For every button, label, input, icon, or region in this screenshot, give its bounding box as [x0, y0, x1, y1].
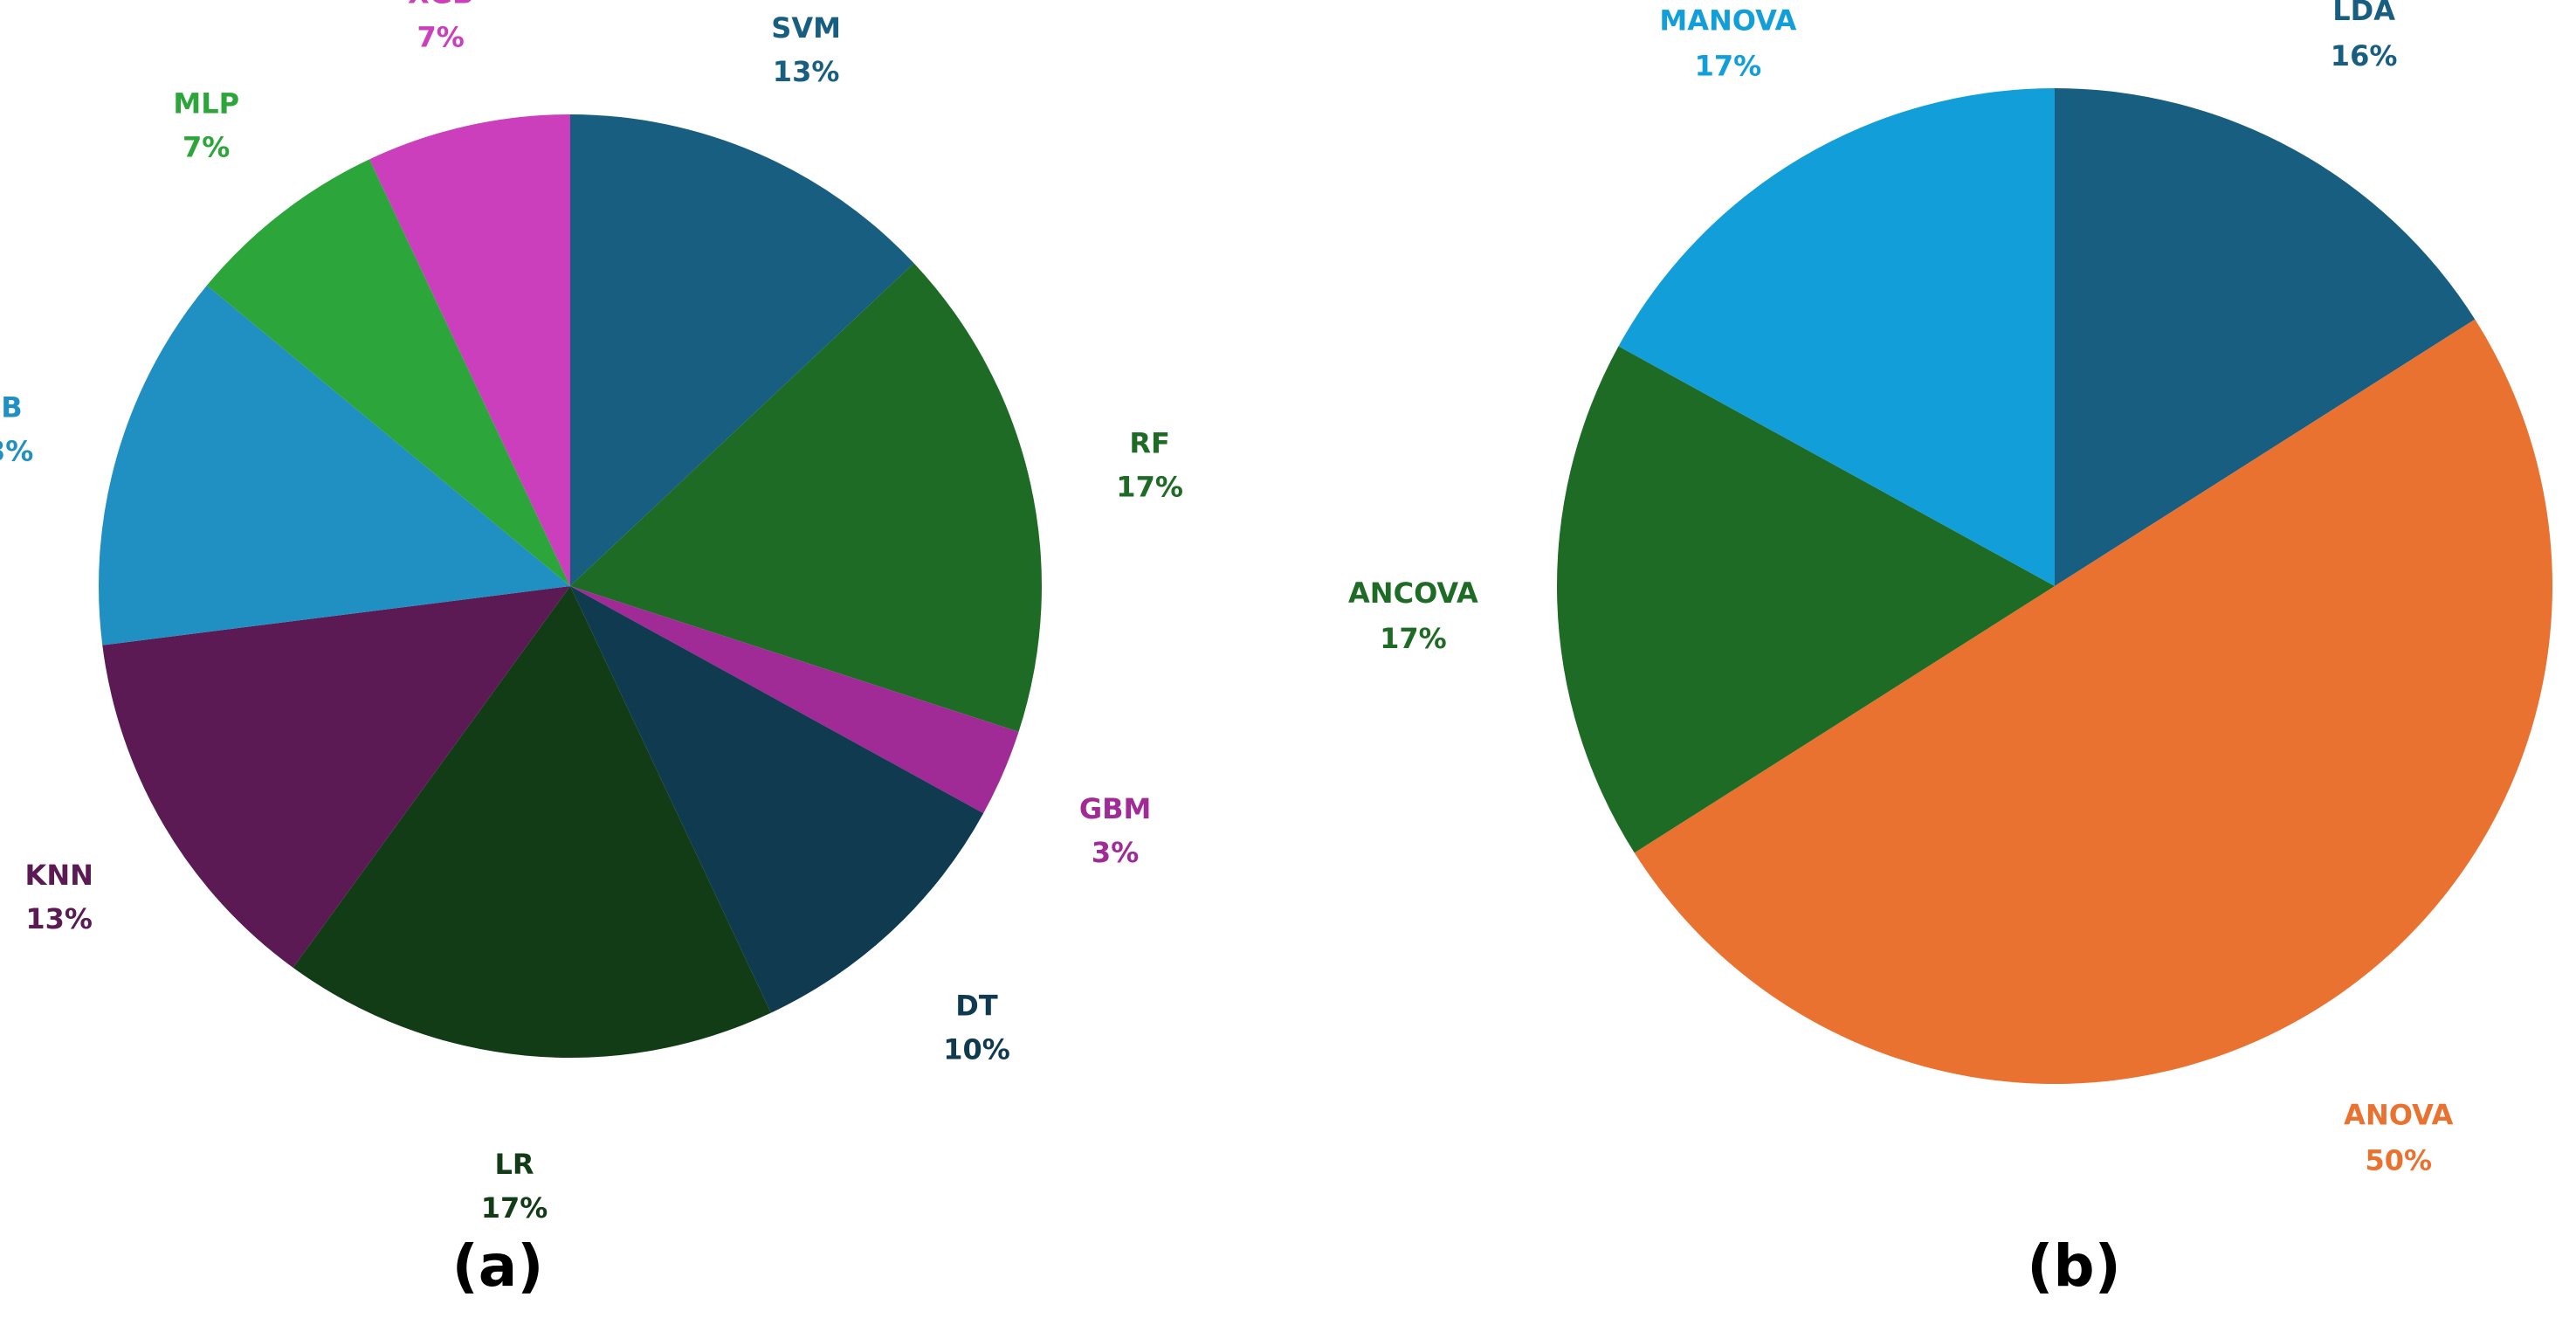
- slice-value-ancova: 17%: [1380, 622, 1447, 655]
- slice-label-anova: ANOVA: [2344, 1099, 2453, 1132]
- pie-slice-dt: [570, 586, 984, 1013]
- slice-value-manova: 17%: [1695, 49, 1762, 82]
- pie-slice-svm: [570, 114, 914, 586]
- pie-slice-gbm: [570, 586, 1019, 814]
- slice-label-ancova: ANCOVA: [1348, 576, 1478, 610]
- pie-slice-manova: [1618, 88, 2055, 586]
- slice-label-manova: MANOVA: [1659, 3, 1796, 37]
- pie-slice-nb: [99, 285, 571, 645]
- slice-value-nb: 13%: [0, 434, 33, 467]
- slice-value-xgb: 7%: [417, 20, 465, 53]
- pie-slice-anova: [1634, 319, 2553, 1085]
- slice-value-knn: 13%: [25, 902, 93, 935]
- panel-caption-a: (a): [452, 1232, 544, 1300]
- pie-slice-knn: [102, 586, 570, 968]
- slice-value-lda: 16%: [2331, 39, 2398, 72]
- pie-chart-a: SVM 13% RF 17% GBM 3% DT 10% LR 17% KNN 13% NB 13% MLP…: [0, 0, 1183, 1225]
- slice-label-gbm: GBM: [1079, 792, 1152, 825]
- slice-value-lr: 17%: [481, 1191, 548, 1225]
- slice-label-dt: DT: [955, 990, 998, 1023]
- slice-value-gbm: 3%: [1092, 836, 1139, 869]
- slice-value-mlp: 7%: [183, 131, 230, 164]
- slice-value-svm: 13%: [773, 55, 840, 88]
- pie-slice-rf: [570, 263, 1042, 732]
- slice-value-dt: 10%: [943, 1033, 1010, 1066]
- pie-slice-xgb: [369, 114, 570, 586]
- slice-label-svm: SVM: [771, 11, 841, 45]
- pie-slice-lda: [2055, 88, 2476, 586]
- slice-label-rf: RF: [1129, 427, 1170, 460]
- pie-slice-lr: [293, 586, 771, 1059]
- slice-label-xgb: XGB: [408, 0, 473, 10]
- slice-label-knn: KNN: [25, 859, 93, 892]
- slice-value-rf: 17%: [1116, 471, 1183, 504]
- slice-label-lr: LR: [494, 1148, 534, 1181]
- pie-slice-mlp: [206, 159, 571, 586]
- slice-label-lda: LDA: [2332, 0, 2395, 27]
- slice-label-nb: NB: [0, 390, 23, 424]
- slice-value-anova: 50%: [2366, 1144, 2433, 1177]
- slice-label-mlp: MLP: [173, 87, 239, 121]
- pie-slice-ancova: [1557, 346, 2055, 853]
- panel-caption-b: (b): [2027, 1232, 2121, 1300]
- pie-chart-b: LDA 16% ANOVA 50% ANCOVA 17% MANOVA 17%: [1348, 0, 2553, 1177]
